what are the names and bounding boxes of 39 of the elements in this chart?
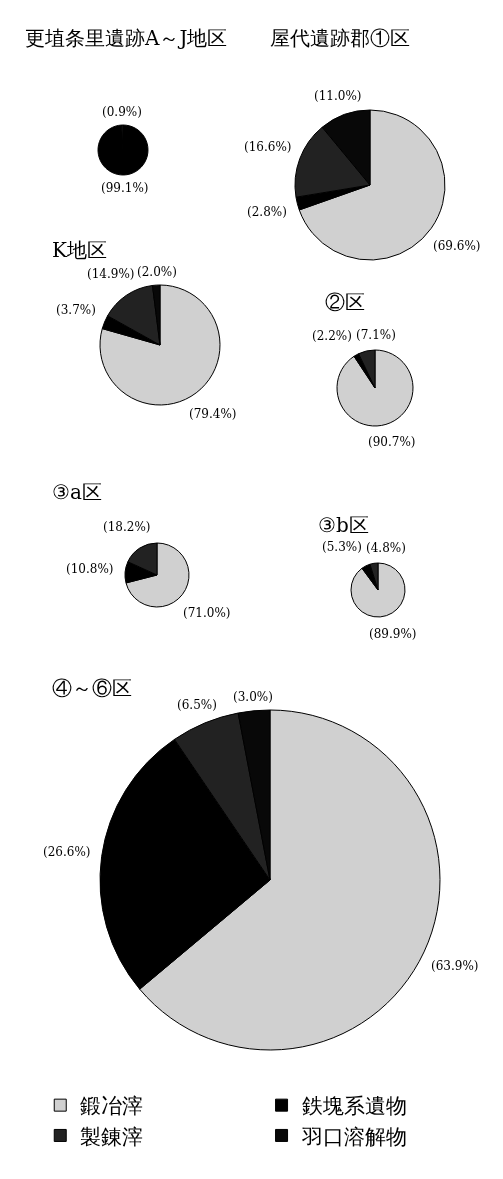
chart-title: ③a区 xyxy=(52,480,102,504)
data-label: (5.3%) xyxy=(322,540,362,554)
chart-title: 屋代遺跡郡①区 xyxy=(270,26,410,50)
data-label: (71.0%) xyxy=(183,606,231,620)
pie-slice xyxy=(125,542,190,608)
data-label: (2.8%) xyxy=(247,205,287,219)
pie-slice xyxy=(336,349,414,427)
pie-slice xyxy=(99,284,221,406)
data-label: (7.1%) xyxy=(356,328,396,342)
data-label: (18.2%) xyxy=(103,520,151,534)
data-label: (3.7%) xyxy=(56,303,96,317)
pie-slice xyxy=(97,124,149,176)
data-label: (90.7%) xyxy=(368,435,416,449)
chart-title: ③b区 xyxy=(318,513,369,537)
chart-title: K地区 xyxy=(52,238,107,262)
data-label: (99.1%) xyxy=(101,181,149,195)
data-label: (89.9%) xyxy=(369,627,417,641)
data-label: (26.6%) xyxy=(43,845,91,859)
data-label: (63.9%) xyxy=(431,959,479,973)
data-label: (3.0%) xyxy=(233,690,273,704)
data-label: (2.2%) xyxy=(312,329,352,343)
data-label: (10.8%) xyxy=(66,562,114,576)
data-label: (79.4%) xyxy=(189,407,237,421)
legend-label: 羽口溶解物 xyxy=(300,1124,407,1149)
data-label: (16.6%) xyxy=(244,140,292,154)
legend-label: 製錬滓 xyxy=(80,1124,144,1149)
pie-slice xyxy=(350,562,406,618)
chart-title: 更埴条里遺跡A～J地区 xyxy=(25,26,228,50)
legend-label: 鍛冶滓 xyxy=(80,1094,144,1119)
legend-label: 鉄塊系遺物 xyxy=(301,1094,407,1119)
data-label: (0.9%) xyxy=(102,105,142,119)
chart-title: ④～⑥区 xyxy=(52,676,132,700)
data-label: (6.5%) xyxy=(177,698,217,712)
data-label: (69.6%) xyxy=(433,239,481,253)
data-label: (14.9%) xyxy=(87,267,135,281)
data-label: (2.0%) xyxy=(137,265,177,279)
data-label: (4.8%) xyxy=(366,541,406,555)
chart-title: ②区 xyxy=(325,290,365,314)
data-label: (11.0%) xyxy=(314,89,362,103)
